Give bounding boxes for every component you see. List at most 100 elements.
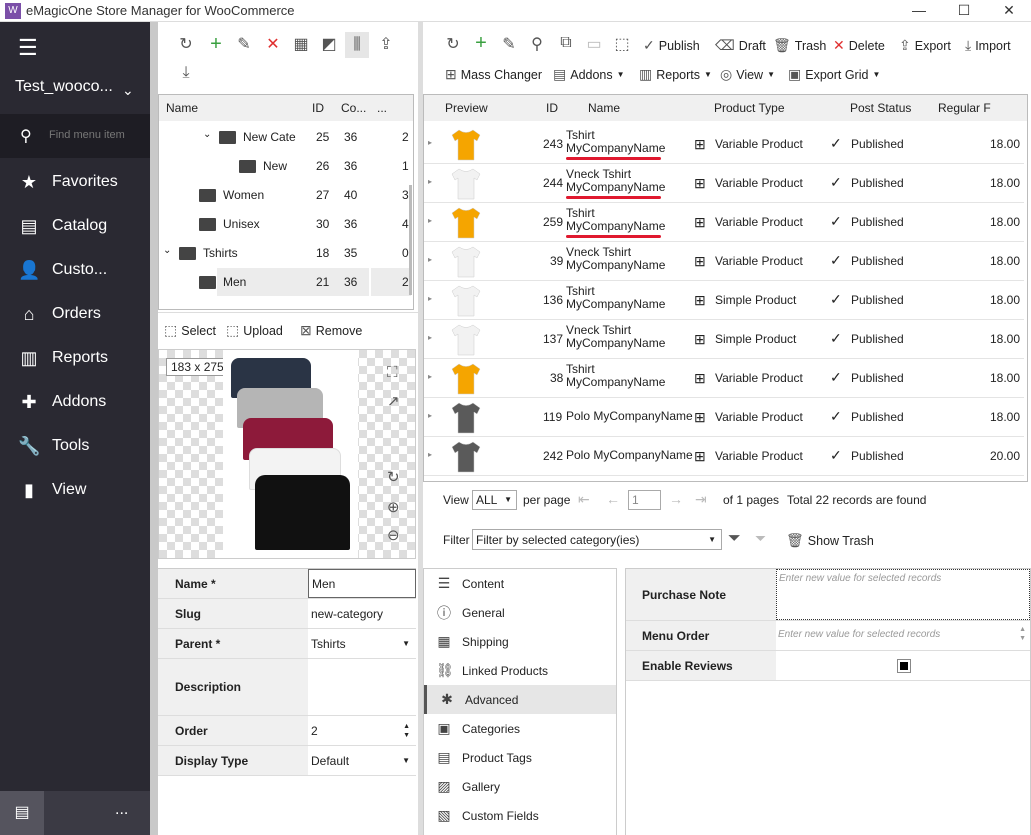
splitter[interactable]: [418, 22, 423, 835]
refresh-icon[interactable]: ↻: [446, 36, 460, 53]
export-grid-button[interactable]: ▣ Export Grid ▼: [788, 66, 881, 82]
sidebar-item-reports[interactable]: ▥ Reports: [0, 336, 150, 380]
table-row[interactable]: ▸ 39 Vneck Tshirt MyCompanyName ⊞ Variabl…: [424, 242, 1024, 281]
download-icon[interactable]: ⤓: [182, 64, 190, 81]
row-expand-icon[interactable]: ▸: [428, 216, 433, 225]
property-input[interactable]: Enter new value for selected records ▲ ▼: [778, 626, 1026, 642]
scrollbar[interactable]: [409, 185, 412, 295]
row-expand-icon[interactable]: ▸: [428, 450, 433, 459]
columns-icon[interactable]: ⫼: [345, 32, 369, 58]
table-row[interactable]: ▸ 243 Tshirt MyCompanyName ⊞ Variable Pro…: [424, 125, 1024, 164]
table-row[interactable]: ▸ 136 Tshirt MyCompanyName ⊞ Simple Produ…: [424, 281, 1024, 320]
reports-button[interactable]: ▥ Reports ▼: [639, 66, 712, 82]
delete-button[interactable]: ✕ Delete: [833, 37, 885, 53]
add-icon[interactable]: +: [210, 33, 222, 55]
nav-content[interactable]: ☰ Content: [424, 569, 616, 598]
nav-shipping[interactable]: ▦ Shipping: [424, 627, 616, 656]
catalog-icon[interactable]: ▤: [0, 791, 44, 835]
row-expand-icon[interactable]: ▸: [428, 138, 433, 147]
zoom-out-icon[interactable]: ⊖: [387, 527, 400, 544]
nav-categories[interactable]: ▣ Categories: [424, 714, 616, 743]
minimize-button[interactable]: —: [912, 2, 926, 18]
sidebar-item-custo[interactable]: 👤 Custo...: [0, 248, 150, 292]
nav-advanced[interactable]: ✱ Advanced: [424, 685, 616, 714]
page-input[interactable]: 1: [628, 490, 661, 510]
export-button[interactable]: ⇪ Export: [899, 37, 951, 53]
maximize-button[interactable]: ☐: [957, 2, 971, 18]
tree-row[interactable]: Women 27 40 3: [159, 181, 409, 210]
first-page-icon[interactable]: ⇤: [578, 491, 590, 507]
view-button[interactable]: ◎ View ▼: [720, 66, 776, 82]
open-external-icon[interactable]: ↗: [387, 393, 400, 410]
col-extra[interactable]: ...: [377, 101, 388, 115]
upload-image-button[interactable]: ⬚ Upload: [226, 322, 283, 338]
table-row[interactable]: ▸ 119 Polo MyCompanyName ⊞ Variable Prod…: [424, 398, 1024, 437]
field-value[interactable]: new-category: [311, 606, 384, 621]
last-page-icon[interactable]: ⇥: [695, 491, 707, 507]
filter-select[interactable]: Filter by selected category(ies) ▼: [472, 529, 722, 550]
search-icon[interactable]: ⚲: [531, 36, 543, 53]
chevron-down-icon[interactable]: ⌄: [163, 245, 172, 256]
splitter[interactable]: [150, 22, 158, 835]
nav-general[interactable]: ⓘ General: [424, 598, 616, 627]
sidebar-item-catalog[interactable]: ▤ Catalog: [0, 204, 150, 248]
hamburger-menu-icon[interactable]: ☰: [18, 35, 38, 60]
col-product-type[interactable]: Product Type: [714, 101, 785, 115]
copy-icon[interactable]: ⧉: [560, 34, 572, 51]
addons-button[interactable]: ▤ Addons ▼: [553, 66, 625, 82]
fit-icon[interactable]: ⛶: [387, 364, 398, 381]
row-expand-icon[interactable]: ▸: [428, 372, 433, 381]
close-button[interactable]: ✕: [1003, 2, 1015, 18]
row-expand-icon[interactable]: ▸: [428, 333, 433, 342]
row-expand-icon[interactable]: ▸: [428, 294, 433, 303]
tree-row[interactable]: ⌄ Tshirts 18 35 0: [159, 239, 409, 268]
col-id[interactable]: ID: [312, 101, 324, 115]
select-image-button[interactable]: ⬚ Select: [164, 322, 216, 338]
sidebar-item-favorites[interactable]: ★ Favorites: [0, 160, 150, 204]
col-post-status[interactable]: Post Status: [850, 101, 912, 115]
tree-row[interactable]: New 26 36 1: [159, 152, 409, 181]
refresh-icon[interactable]: ↻: [179, 36, 193, 53]
upload-icon[interactable]: ⇪: [379, 36, 393, 53]
col-count[interactable]: Co...: [341, 101, 367, 115]
row-expand-icon[interactable]: ▸: [428, 255, 433, 264]
store-name[interactable]: Test_wooco...: [15, 78, 113, 95]
sidebar-item-tools[interactable]: 🔧 Tools: [0, 424, 150, 468]
per-page-select[interactable]: ALL ▼: [472, 490, 517, 510]
more-button[interactable]: ...: [115, 801, 129, 818]
trash-button[interactable]: 🗑 Trash: [773, 37, 827, 53]
nav-custom-fields[interactable]: ▧ Custom Fields: [424, 801, 616, 830]
property-input[interactable]: Enter new value for selected records: [776, 569, 1030, 620]
field-value[interactable]: [308, 659, 416, 715]
rotate-icon[interactable]: ↻: [387, 469, 400, 486]
tree-row[interactable]: Unisex 30 36 4: [159, 210, 409, 239]
add-icon[interactable]: +: [475, 32, 487, 54]
nav-product-tags[interactable]: ▤ Product Tags: [424, 743, 616, 772]
col-id[interactable]: ID: [546, 101, 558, 115]
sidebar-item-addons[interactable]: ✚ Addons: [0, 380, 150, 424]
duplicate-icon[interactable]: ⬚: [614, 36, 630, 53]
publish-button[interactable]: ✓ Publish: [643, 37, 700, 53]
zoom-in-icon[interactable]: ⊕: [387, 499, 400, 516]
delete-icon[interactable]: ✕: [266, 36, 280, 53]
tree-row[interactable]: ⌄ New Cat⁠e 25 36 2: [159, 123, 409, 152]
field-value[interactable]: Default ▼: [311, 753, 410, 768]
chevron-down-icon[interactable]: ⌄: [203, 129, 212, 140]
sidebar-item-orders[interactable]: ⌂ Orders: [0, 292, 150, 336]
field-value[interactable]: Men: [308, 569, 416, 598]
table-row[interactable]: ▸ 38 Tshirt MyCompanyName ⊞ Variable Prod…: [424, 359, 1024, 398]
row-expand-icon[interactable]: ▸: [428, 411, 433, 420]
next-page-icon[interactable]: →: [669, 491, 683, 507]
col-regular-price[interactable]: Regular F: [938, 101, 991, 115]
prev-page-icon[interactable]: ←: [606, 491, 620, 507]
nav-linked-products[interactable]: ⛓ Linked Products: [424, 656, 616, 685]
table-row[interactable]: ▸ 137 Vneck Tshirt MyCompanyName ⊞ Simple…: [424, 320, 1024, 359]
paste-icon[interactable]: ▭: [586, 36, 602, 53]
image-edit-icon[interactable]: ◩: [321, 36, 337, 53]
preview-icon[interactable]: ▦: [293, 36, 309, 53]
nav-gallery[interactable]: ▨ Gallery: [424, 772, 616, 801]
col-name[interactable]: Name: [588, 101, 621, 115]
enable-reviews-checkbox[interactable]: [897, 659, 911, 673]
field-value[interactable]: Tshirts ▼: [311, 636, 410, 651]
mass-changer-button[interactable]: ⊞ Mass Changer: [445, 66, 543, 82]
